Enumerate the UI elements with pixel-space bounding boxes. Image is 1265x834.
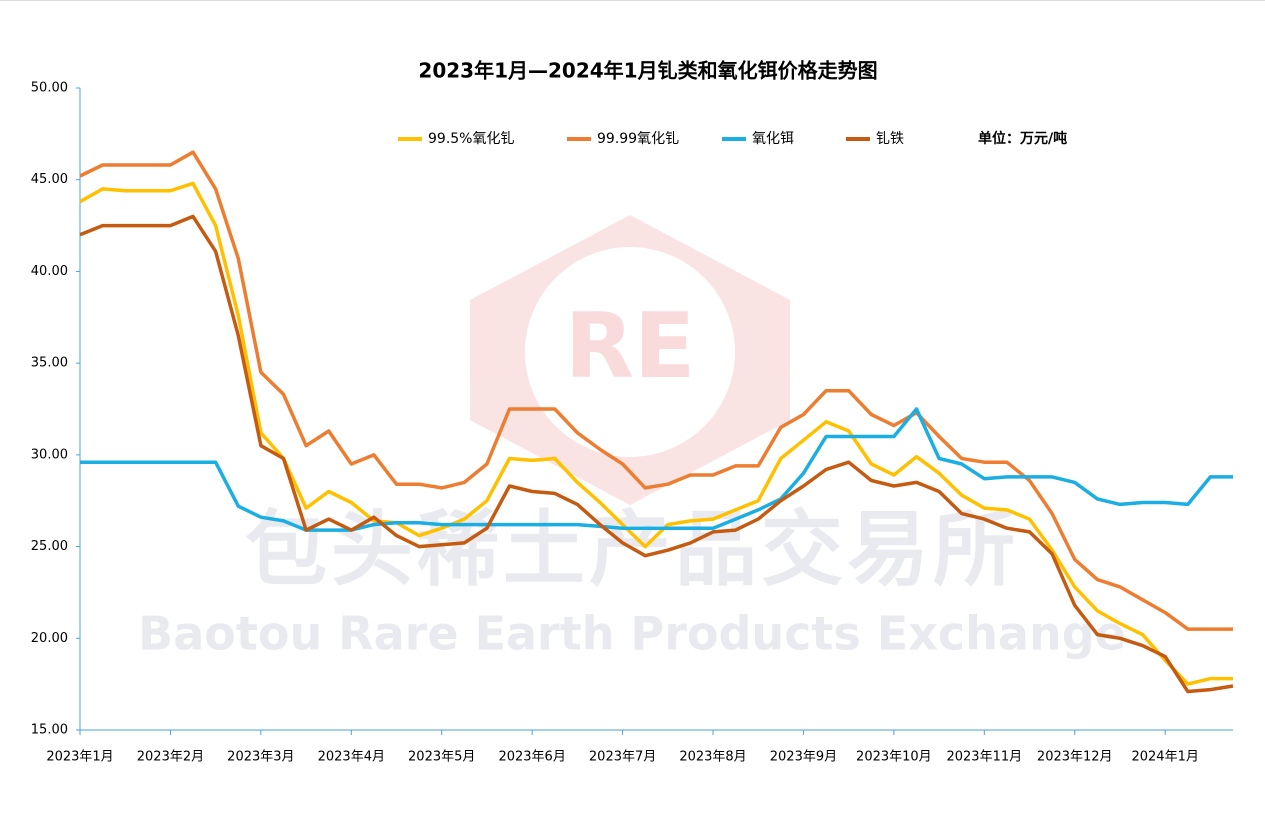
x-tick-label: 2024年1月 <box>1131 750 1198 765</box>
x-tick-label: 2023年10月 <box>856 750 932 765</box>
series-line <box>79 150 1233 631</box>
y-tick-label: 40.00 <box>31 264 68 279</box>
series-line <box>79 181 1233 686</box>
y-tick-label: 20.00 <box>31 631 68 646</box>
watermark-hexagon <box>470 215 790 505</box>
y-tick-label: 25.00 <box>31 539 68 554</box>
x-tick-label: 2023年12月 <box>1037 750 1113 765</box>
y-tick-label: 30.00 <box>31 447 68 462</box>
x-tick-label: 2023年11月 <box>946 750 1022 765</box>
legend-label: 钆铁 <box>876 131 904 147</box>
watermark: RE 包头稀土产品交易所 Baotou Rare Earth Products … <box>138 215 1126 661</box>
legend-label: 99.99氧化钆 <box>597 131 679 147</box>
x-tick-label: 2023年7月 <box>589 750 656 765</box>
legend-label: 99.5%氧化钆 <box>428 131 514 147</box>
x-tick-label: 2023年4月 <box>318 750 385 765</box>
x-tick-label: 2023年5月 <box>408 750 475 765</box>
watermark-logo: RE <box>565 294 696 399</box>
chart-title: 2023年1月—2024年1月钆类和氧化铒价格走势图 <box>418 59 877 83</box>
y-tick-label: 45.00 <box>31 172 68 187</box>
x-tick-label: 2023年2月 <box>137 750 204 765</box>
y-tick-label: 15.00 <box>31 723 68 738</box>
watermark-circle <box>525 247 735 457</box>
watermark-en: Baotou Rare Earth Products Exchange <box>138 607 1126 661</box>
y-tick-label: 35.00 <box>31 356 68 371</box>
unit-note: 单位：万元/吨 <box>978 130 1067 147</box>
series-line <box>79 214 1234 694</box>
x-tick-label: 2023年1月 <box>46 750 113 765</box>
x-tick-label: 2023年9月 <box>770 750 837 765</box>
x-tick-label: 2023年3月 <box>227 750 294 765</box>
series-line <box>80 407 1233 532</box>
legend-label: 氧化铒 <box>752 131 794 147</box>
x-tick-label: 2023年8月 <box>679 750 746 765</box>
y-tick-label: 50.00 <box>31 81 68 96</box>
x-tick-label: 2023年6月 <box>498 750 565 765</box>
